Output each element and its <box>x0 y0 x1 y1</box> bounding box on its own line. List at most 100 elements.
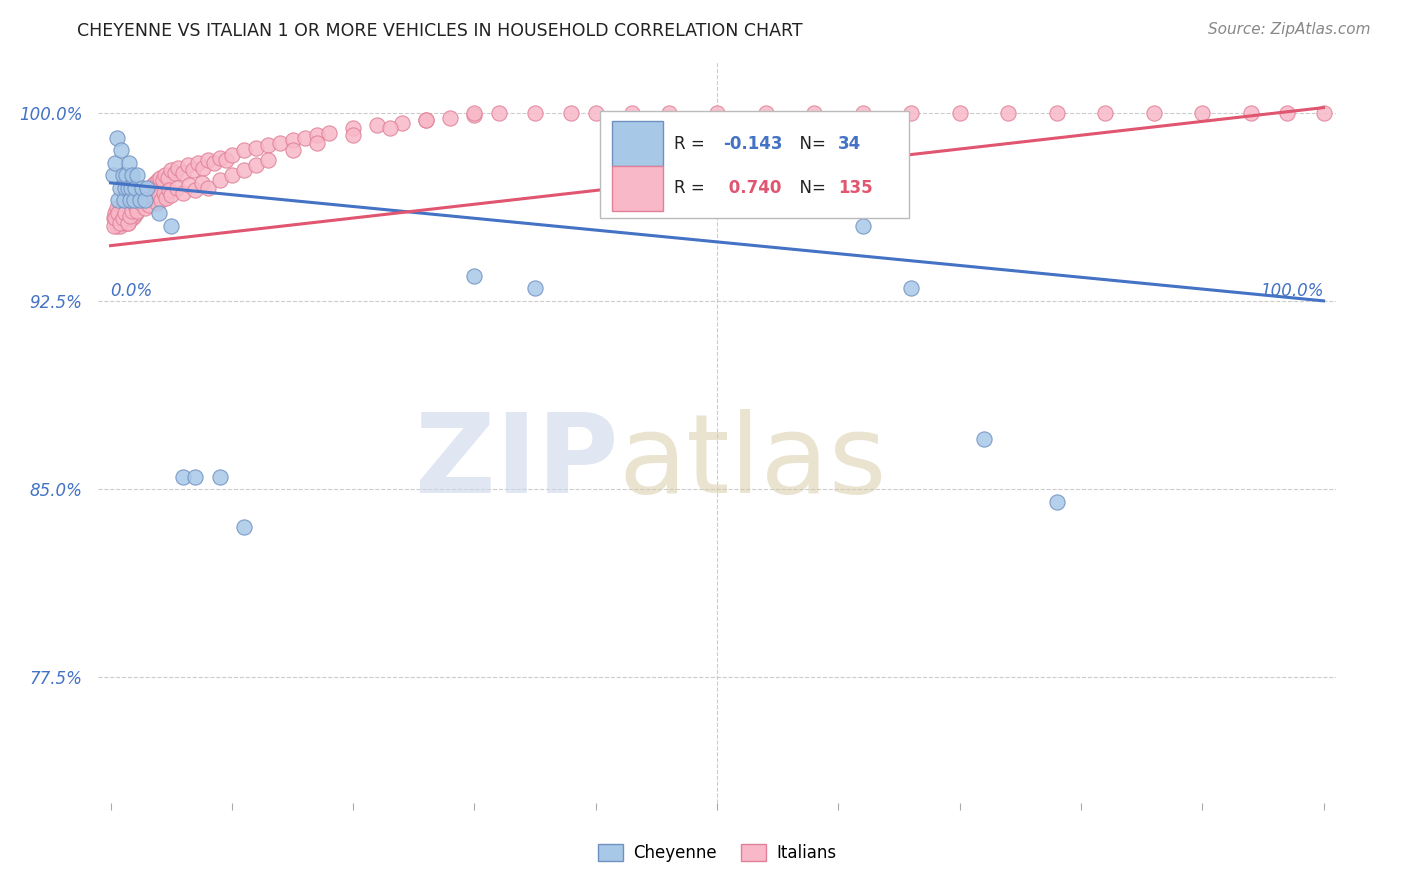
Point <box>755 105 778 120</box>
Point <box>1191 105 1213 120</box>
Text: CHEYENNE VS ITALIAN 1 OR MORE VEHICLES IN HOUSEHOLD CORRELATION CHART: CHEYENNE VS ITALIAN 1 OR MORE VEHICLES I… <box>77 22 803 40</box>
Point <box>103 219 125 233</box>
Point <box>269 136 291 150</box>
Point <box>900 281 922 295</box>
Point <box>281 133 304 147</box>
Point <box>121 198 143 212</box>
Point <box>160 163 183 178</box>
Point <box>163 166 186 180</box>
Point <box>197 153 219 168</box>
Point <box>118 198 141 212</box>
Point <box>167 161 190 175</box>
Point <box>107 206 129 220</box>
Point <box>117 181 139 195</box>
Point <box>152 173 174 187</box>
Point <box>208 173 231 187</box>
FancyBboxPatch shape <box>599 111 908 218</box>
Point <box>111 201 134 215</box>
Point <box>118 156 141 170</box>
Legend: Cheyenne, Italians: Cheyenne, Italians <box>591 837 844 869</box>
Point <box>997 105 1019 120</box>
Point <box>156 170 179 185</box>
Point <box>184 469 207 483</box>
Point <box>129 191 152 205</box>
Point <box>221 169 243 183</box>
Point <box>136 183 159 197</box>
Point <box>900 105 922 120</box>
Point <box>121 211 143 225</box>
Point <box>121 169 143 183</box>
Point <box>1094 105 1116 120</box>
Point <box>415 113 437 128</box>
Point <box>281 143 304 157</box>
Point <box>110 216 132 230</box>
Point <box>134 194 156 208</box>
Point <box>104 156 127 170</box>
Point <box>145 196 167 211</box>
Point <box>257 138 280 153</box>
Point <box>215 153 238 168</box>
Point <box>136 191 159 205</box>
Point <box>439 111 461 125</box>
Point <box>184 183 207 197</box>
Point <box>153 169 176 183</box>
Point <box>131 181 153 195</box>
Point <box>111 211 134 225</box>
Text: 34: 34 <box>838 135 862 153</box>
Text: 100.0%: 100.0% <box>1260 283 1323 301</box>
Point <box>101 169 124 183</box>
Point <box>155 191 177 205</box>
Point <box>128 194 150 208</box>
Point <box>148 178 170 193</box>
Point <box>172 186 194 200</box>
Point <box>160 219 183 233</box>
Point <box>1046 494 1069 508</box>
Point <box>139 181 162 195</box>
Point <box>115 169 138 183</box>
Point <box>110 206 132 220</box>
Point <box>706 105 728 120</box>
Point <box>166 181 188 195</box>
Point <box>463 105 485 120</box>
Point <box>524 105 547 120</box>
Point <box>585 105 607 120</box>
Point <box>127 203 149 218</box>
Point <box>1143 105 1166 120</box>
Point <box>852 219 875 233</box>
Point <box>1046 105 1069 120</box>
Point <box>1275 105 1298 120</box>
Text: 0.740: 0.740 <box>723 179 782 197</box>
Point <box>114 216 136 230</box>
Point <box>146 173 169 187</box>
Point <box>136 194 159 208</box>
Point <box>120 201 142 215</box>
Text: R =: R = <box>673 179 710 197</box>
Point <box>391 116 413 130</box>
Text: -0.143: -0.143 <box>723 135 783 153</box>
Text: N=: N= <box>789 179 831 197</box>
Point <box>142 191 165 205</box>
Point <box>115 211 138 225</box>
Text: 0.0%: 0.0% <box>111 283 153 301</box>
Point <box>128 198 150 212</box>
Point <box>124 198 146 212</box>
Point <box>852 105 875 120</box>
Point <box>111 213 134 227</box>
Point <box>318 126 340 140</box>
Point <box>294 130 316 145</box>
Point <box>145 176 167 190</box>
Point <box>125 206 148 220</box>
Point <box>949 105 972 120</box>
FancyBboxPatch shape <box>612 166 662 211</box>
Point <box>1312 105 1334 120</box>
Point <box>145 181 167 195</box>
Point <box>138 198 160 212</box>
Point <box>105 201 128 215</box>
Point <box>172 166 194 180</box>
Point <box>803 105 825 120</box>
Point <box>233 163 256 178</box>
Point <box>142 178 165 193</box>
Point <box>112 194 135 208</box>
Point <box>150 194 173 208</box>
Point <box>121 203 143 218</box>
